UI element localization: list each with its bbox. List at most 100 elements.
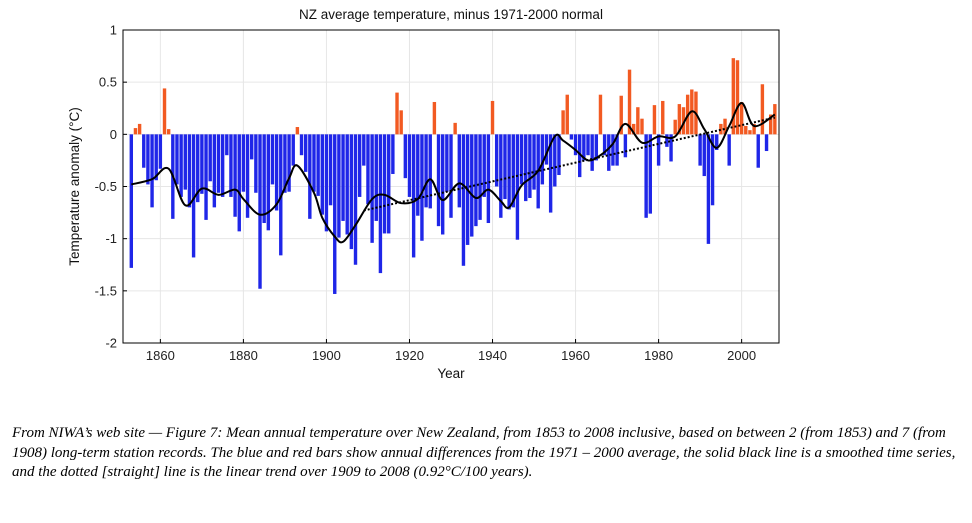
bar [519,134,524,185]
bar [673,119,677,135]
bar [449,134,453,218]
bar [652,105,657,135]
bar [731,58,736,135]
bar [387,134,391,234]
bar [752,123,756,135]
bar [150,134,154,208]
bar [461,134,466,266]
x-tick-label: 1920 [395,348,424,363]
bar [503,134,507,200]
bar [245,134,250,218]
bar [266,134,271,231]
y-tick-label: 1 [110,23,117,38]
bars [129,58,777,294]
bar [565,94,569,135]
bar [216,134,221,193]
bar [457,134,462,208]
y-axis-label: Temperature anomaly (°C) [67,107,82,265]
bar [204,134,208,220]
bar [191,134,196,258]
bar [250,134,254,160]
bar [507,134,511,210]
y-tick-label: -2 [105,336,117,351]
bar [403,134,408,179]
bar [553,134,557,187]
bar [490,100,495,135]
x-tick-label: 1900 [312,348,341,363]
bar [287,134,291,192]
bar [440,134,445,235]
bar [528,134,532,198]
chart-title: NZ average temperature, minus 1971-2000 … [299,7,603,22]
bar [146,134,150,185]
bar [241,134,246,192]
bar [353,134,358,265]
bar [196,134,200,203]
bar [316,134,320,196]
bar [436,134,441,227]
bar [623,134,628,158]
bar [607,134,611,171]
bar [681,107,686,135]
bar [744,125,748,135]
bar [511,134,515,208]
bar [420,134,424,241]
bar [578,134,582,178]
bar [233,134,237,217]
bar [183,134,187,190]
bar [133,128,138,135]
bar [308,134,312,219]
y-tick-label: -1 [105,231,117,246]
x-tick-label: 1980 [644,348,673,363]
bar [569,134,574,140]
bar [258,134,262,289]
bar [661,100,665,135]
bar [631,123,636,135]
bar [312,134,316,192]
bar [299,134,304,156]
bar [362,134,366,166]
bar [478,134,482,220]
bar [324,134,329,232]
bar [407,134,412,197]
bar [644,134,648,218]
bar [432,101,437,135]
bar [212,134,217,208]
bar [532,134,536,190]
bar [524,134,528,202]
bar [710,134,715,206]
lines [131,102,776,244]
bar [229,134,233,197]
bar [357,134,362,197]
bar [602,134,607,156]
bar [416,134,420,216]
bar [715,134,719,150]
bar [719,123,723,135]
figure-caption: From NIWA’s web site — Figure 7: Mean an… [12,425,956,480]
bar [445,134,449,192]
bar [283,134,287,193]
bar [382,134,387,234]
bar [142,134,146,168]
bar [544,134,549,165]
bar [391,134,395,174]
bar [627,69,632,135]
bar [158,134,163,169]
bar [370,134,374,243]
bar [582,134,586,161]
bar [706,134,711,244]
y-tick-label: 0.5 [99,75,117,90]
bar [698,134,702,166]
bar [648,134,652,214]
bar [428,134,432,209]
bar [179,134,183,197]
bar [540,134,545,185]
bar [723,118,727,135]
bar [225,134,229,156]
bar [482,134,486,197]
bar [636,107,640,135]
bar [669,134,673,162]
bar [619,95,623,135]
ticks: 1860 1880 1900 1920 1940 1960 1980 2000 1 0.5 0 -0.… [95,23,757,364]
bar [557,134,561,176]
